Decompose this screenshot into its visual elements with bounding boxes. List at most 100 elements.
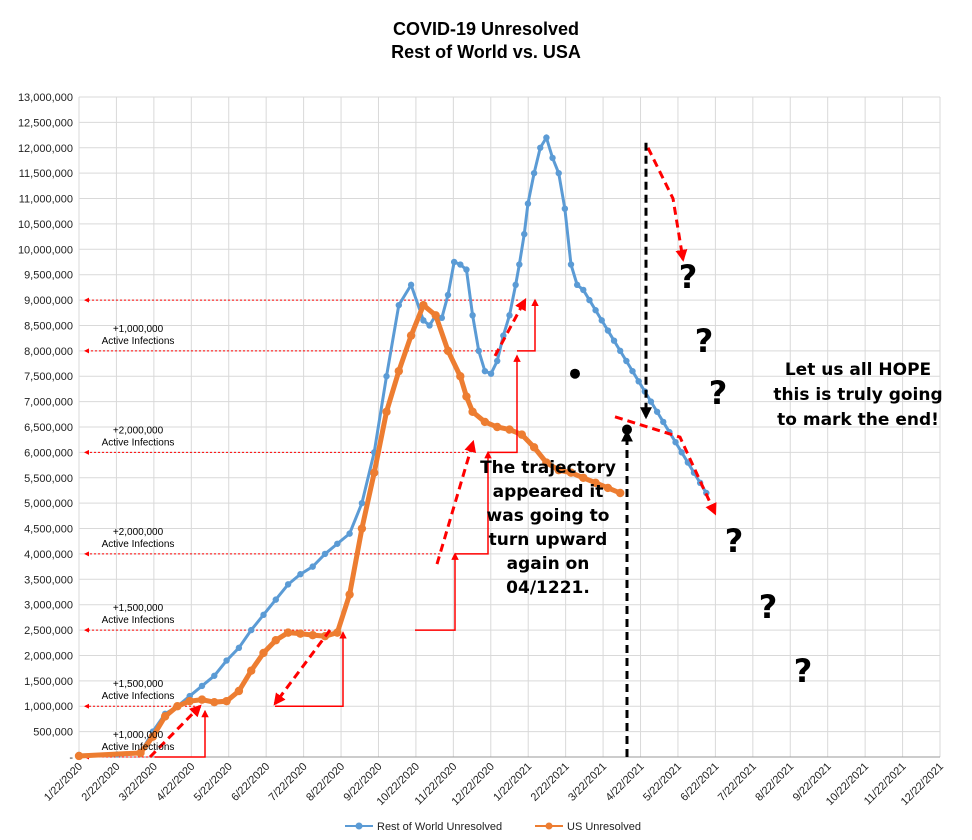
data-point — [517, 430, 526, 439]
step-arrow — [275, 631, 347, 707]
y-tick-label: 5,000,000 — [24, 498, 73, 510]
data-point — [678, 449, 685, 456]
y-tick-label: 12,000,000 — [18, 143, 73, 155]
trajectory-text-line: again on — [507, 554, 590, 574]
legend-label: Rest of World Unresolved — [377, 821, 502, 833]
hope-text-line: this is truly going — [773, 385, 942, 405]
data-point — [653, 408, 661, 415]
question-mark: ? — [759, 588, 778, 626]
guide-label: +1,500,000 — [113, 679, 164, 690]
guide-label: +2,000,000 — [113, 527, 164, 538]
trend-arrow — [493, 297, 527, 357]
y-tick-label: 3,000,000 — [24, 600, 73, 612]
hope-text-line: to mark the end! — [777, 410, 939, 430]
data-point — [235, 644, 243, 652]
x-tick-label: 1/22/2020 — [42, 761, 85, 804]
y-tick-label: 10,000,000 — [18, 244, 73, 256]
trend-arrow — [148, 704, 202, 759]
guide-label: Active Infections — [102, 437, 175, 448]
guide-label: Active Infections — [102, 539, 175, 550]
data-point — [383, 373, 390, 380]
data-point — [506, 312, 513, 319]
x-tick-label: 3/22/2021 — [566, 761, 609, 804]
data-point — [160, 712, 170, 721]
guide-label: Active Infections — [102, 742, 175, 753]
data-point — [271, 636, 280, 645]
data-point — [494, 357, 501, 365]
data-point — [247, 666, 256, 675]
data-point — [443, 346, 453, 356]
data-point — [521, 230, 528, 238]
step-arrow — [488, 354, 521, 454]
data-point — [462, 392, 471, 401]
data-point — [297, 571, 304, 578]
data-point — [555, 169, 562, 177]
data-point — [603, 483, 613, 493]
y-tick-label: 7,500,000 — [24, 371, 73, 383]
question-mark: ? — [709, 374, 728, 412]
data-point — [438, 314, 446, 322]
data-point — [456, 372, 465, 381]
x-tick-label: 8/22/2020 — [304, 761, 347, 804]
data-point — [136, 748, 145, 758]
data-point — [598, 317, 605, 324]
marker-dot — [622, 424, 632, 435]
trend-arrow — [646, 147, 688, 262]
data-point — [283, 628, 293, 637]
data-point — [623, 357, 630, 365]
guide-label: +2,000,000 — [113, 425, 164, 436]
trajectory-text-line: appeared it — [493, 482, 604, 502]
legend: Rest of World Unresolved US Unresolved — [345, 821, 641, 833]
data-point — [420, 317, 427, 324]
data-point — [173, 702, 182, 711]
data-point — [481, 367, 489, 375]
data-point — [616, 488, 625, 498]
data-point — [450, 258, 458, 266]
step-arrow — [155, 709, 209, 758]
x-tick-label: 7/22/2021 — [716, 761, 759, 804]
data-point — [660, 418, 667, 426]
data-point — [561, 205, 569, 212]
data-point — [543, 134, 550, 141]
data-point — [309, 563, 316, 570]
data-point — [198, 682, 206, 690]
y-tick-label: 1,000,000 — [24, 701, 73, 713]
step-arrow — [517, 298, 539, 352]
question-mark: ? — [679, 258, 698, 296]
x-tick-label: 4/22/2020 — [154, 761, 197, 804]
legend-marker — [545, 822, 553, 830]
data-point — [259, 648, 268, 658]
guide-label: +1,500,000 — [113, 603, 164, 614]
question-mark: ? — [725, 522, 744, 560]
data-point — [406, 331, 416, 340]
data-point — [223, 657, 230, 664]
y-tick-label: 2,000,000 — [24, 650, 73, 662]
question-mark: ? — [794, 652, 813, 690]
series-layer — [74, 133, 710, 761]
data-point — [567, 261, 575, 268]
x-tick-label: 7/22/2020 — [267, 761, 310, 804]
data-point — [222, 696, 231, 706]
data-point — [530, 169, 538, 177]
data-point — [516, 261, 523, 268]
data-point — [463, 266, 470, 273]
data-point — [610, 337, 618, 344]
data-point — [334, 540, 341, 547]
data-point — [210, 697, 219, 707]
legend-label: US Unresolved — [567, 821, 641, 833]
data-point — [457, 261, 464, 268]
data-point — [333, 628, 342, 637]
chart-title-line1: COVID-19 Unresolved — [393, 19, 579, 39]
y-tick-label: 6,000,000 — [24, 447, 73, 459]
data-point — [475, 347, 482, 355]
y-tick-label: 7,000,000 — [24, 397, 73, 409]
y-tick-label: 9,000,000 — [24, 295, 73, 307]
data-point — [573, 281, 581, 289]
x-tick-label: 5/22/2021 — [641, 761, 684, 804]
hope-text-line: Let us all HOPE — [785, 360, 931, 380]
x-tick-label: 6/22/2021 — [678, 761, 721, 804]
y-tick-label: 13,000,000 — [18, 92, 73, 104]
y-tick-label: 11,500,000 — [19, 168, 73, 180]
trajectory-text-line: turn upward — [489, 530, 608, 550]
